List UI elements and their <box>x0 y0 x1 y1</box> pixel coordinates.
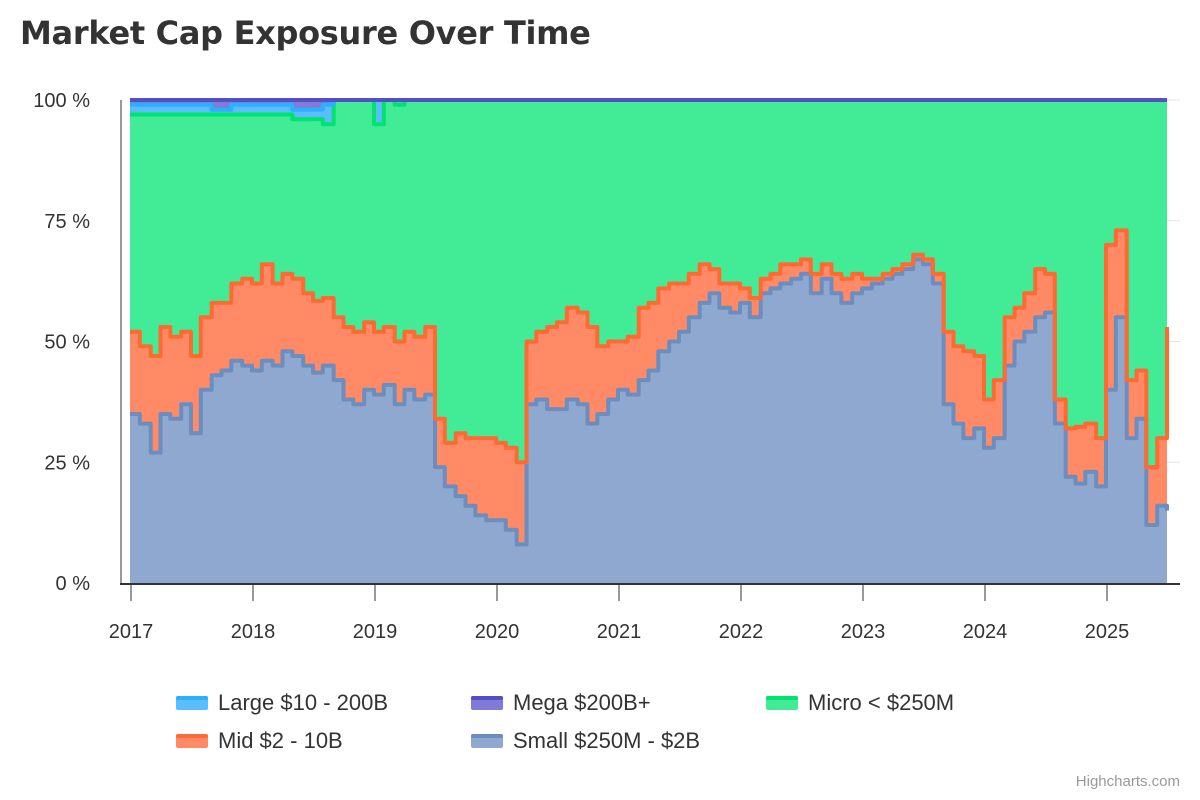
area-mid <box>130 230 1167 545</box>
legend-label-micro: Micro < $250M <box>808 690 955 715</box>
line-small <box>130 257 1169 547</box>
legend-label-mega: Mega $200B+ <box>513 690 651 715</box>
area-small <box>130 259 1167 583</box>
x-tick-label: 2018 <box>231 621 276 643</box>
legend-item-micro[interactable]: Micro < $250M <box>766 690 954 716</box>
series-areas <box>130 98 1169 583</box>
line-mid <box>130 228 1169 470</box>
y-tick-label: 25 % <box>44 452 90 474</box>
y-tick-label: 0 % <box>56 573 91 595</box>
x-tick-label: 2025 <box>1085 621 1130 643</box>
legend-item-large[interactable]: Large $10 - 200B <box>176 690 388 716</box>
y-tick-label: 100 % <box>33 90 90 112</box>
x-tick-label: 2022 <box>719 621 764 643</box>
area-micro <box>130 100 1167 468</box>
x-tick-label: 2024 <box>963 621 1008 643</box>
legend-item-mid[interactable]: Mid $2 - 10B <box>176 728 343 754</box>
x-tick-label: 2023 <box>841 621 886 643</box>
x-tick-label: 2021 <box>597 621 642 643</box>
x-tick-label: 2017 <box>109 621 154 643</box>
legend-item-mega[interactable]: Mega $200B+ <box>471 690 651 716</box>
y-axis-ticks: 0 % 25 % 50 % 75 % 100 % <box>33 90 90 595</box>
credits-link[interactable]: Highcharts.com <box>1075 773 1180 790</box>
x-tick-label: 2019 <box>353 621 398 643</box>
x-tick-label: 2020 <box>475 621 520 643</box>
legend-swatch-mega-icon <box>471 696 503 710</box>
legend-label-large: Large $10 - 200B <box>218 690 389 715</box>
legend-swatch-small-icon <box>471 734 503 748</box>
legend-label-small: Small $250M - $2B <box>513 728 701 753</box>
legend-label-mid: Mid $2 - 10B <box>218 728 343 753</box>
legend-swatch-large-icon <box>176 696 208 710</box>
legend-swatch-micro-icon <box>766 696 798 710</box>
y-tick-label: 50 % <box>44 332 90 354</box>
chart-title: Market Cap Exposure Over Time <box>20 14 591 52</box>
legend-swatch-mid-icon <box>176 734 208 748</box>
y-tick-label: 75 % <box>44 211 90 233</box>
legend-item-small[interactable]: Small $250M - $2B <box>471 728 700 754</box>
x-axis: 2017 2018 2019 2020 2021 2022 2023 2024 2025 <box>109 100 1180 643</box>
